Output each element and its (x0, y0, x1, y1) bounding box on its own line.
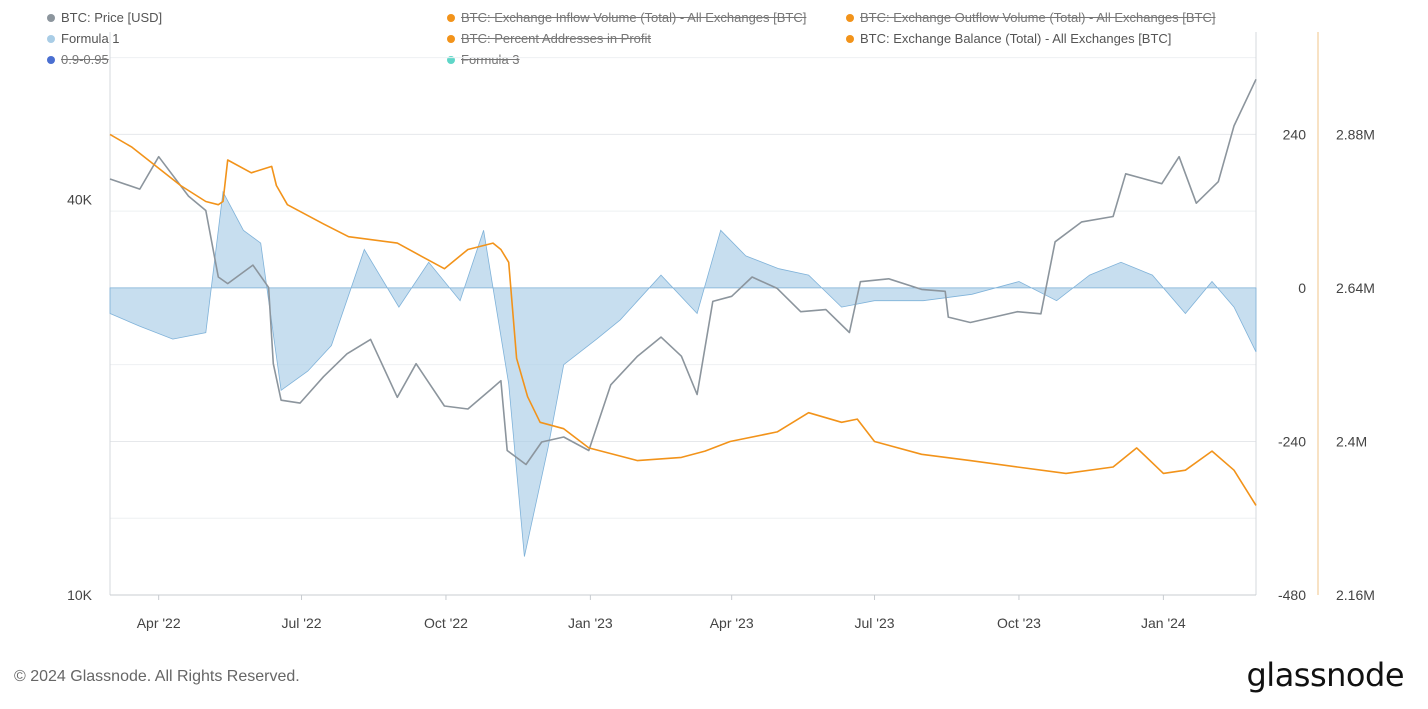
legend-swatch-icon (447, 56, 455, 64)
legend-item[interactable]: Formula 1 (47, 31, 120, 46)
series-btc-price-line (109, 78, 1257, 466)
x-axis-tick-label: Jan '23 (568, 615, 613, 631)
x-axis-tick-label: Jul '23 (855, 615, 895, 631)
balance-axis-tick-label: 2.64M (1336, 280, 1375, 296)
legend-swatch-icon (47, 14, 55, 22)
balance-axis-tick-label: 2.88M (1336, 126, 1375, 142)
legend-item[interactable]: 0.9-0.95 (47, 52, 109, 67)
glassnode-logo: glassnode (1246, 656, 1404, 694)
x-axis-tick-label: Jul '22 (282, 615, 322, 631)
legend-label: Formula 1 (61, 31, 120, 46)
legend-item[interactable]: BTC: Exchange Balance (Total) - All Exch… (846, 31, 1171, 46)
series-exchange-balance-line (109, 133, 1257, 506)
legend-label: BTC: Exchange Outflow Volume (Total) - A… (860, 10, 1216, 25)
legend-label: BTC: Exchange Inflow Volume (Total) - Al… (461, 10, 807, 25)
left-axis-tick-label: 10K (67, 587, 93, 603)
x-axis-tick-label: Apr '23 (710, 615, 754, 631)
series-formula-1-area (109, 190, 1257, 557)
legend-label: BTC: Percent Addresses in Profit (461, 31, 652, 46)
legend-item[interactable]: Formula 3 (447, 52, 520, 67)
left-axis-tick-label: 40K (67, 192, 93, 208)
x-axis-tick-label: Jan '24 (1141, 615, 1186, 631)
balance-axis-tick-label: 2.4M (1336, 433, 1367, 449)
legend-item[interactable]: BTC: Exchange Inflow Volume (Total) - Al… (447, 10, 806, 25)
legend-swatch-icon (846, 35, 854, 43)
balance-axis-tick-label: 2.16M (1336, 587, 1375, 603)
legend-label: 0.9-0.95 (61, 52, 109, 67)
formula-axis-tick-label: -480 (1278, 587, 1306, 603)
legend-label: BTC: Exchange Balance (Total) - All Exch… (860, 31, 1172, 46)
x-axis-tick-label: Apr '22 (137, 615, 181, 631)
legend-swatch-icon (447, 14, 455, 22)
legend-item[interactable]: BTC: Price [USD] (47, 10, 162, 25)
x-axis-tick-label: Oct '22 (424, 615, 468, 631)
legend-label: Formula 3 (461, 52, 520, 67)
formula-axis-tick-label: -240 (1278, 433, 1306, 449)
copyright-text: © 2024 Glassnode. All Rights Reserved. (14, 668, 300, 685)
legend-swatch-icon (846, 14, 854, 22)
legend-item[interactable]: BTC: Percent Addresses in Profit (447, 31, 651, 46)
legend-label: BTC: Price [USD] (61, 10, 163, 25)
legend-swatch-icon (47, 35, 55, 43)
legend-swatch-icon (447, 35, 455, 43)
formula-axis-tick-label: 0 (1298, 280, 1306, 296)
legend-swatch-icon (47, 56, 55, 64)
formula-axis-tick-label: 240 (1283, 126, 1307, 142)
x-axis-tick-label: Oct '23 (997, 615, 1041, 631)
legend-item[interactable]: BTC: Exchange Outflow Volume (Total) - A… (846, 10, 1215, 25)
